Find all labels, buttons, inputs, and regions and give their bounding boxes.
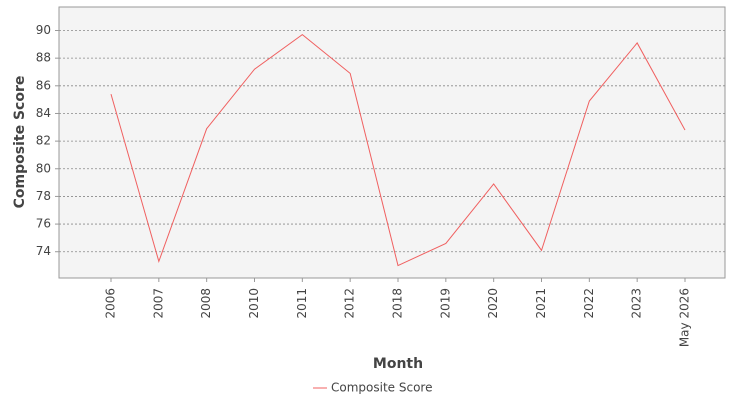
x-tick-label: May 2026: [678, 288, 692, 347]
x-tick-label: 2020: [486, 288, 500, 319]
x-tick-label: 2006: [104, 288, 118, 319]
y-tick-label: 80: [36, 161, 51, 175]
x-tick-label: 2011: [295, 288, 309, 319]
x-tick-label: 2021: [534, 288, 548, 319]
plot-area: [58, 6, 726, 279]
y-tick-label: 90: [36, 23, 51, 37]
y-tick-label: 86: [36, 78, 51, 92]
y-tick-label: 76: [36, 217, 51, 231]
x-axis-title: Month: [373, 356, 423, 372]
x-tick-label: 2010: [247, 288, 261, 319]
legend-label: Composite Score: [331, 381, 432, 395]
x-tick-label: 2012: [343, 288, 357, 319]
x-tick-label: 2022: [582, 288, 596, 319]
x-tick-label: 2008: [199, 288, 213, 319]
y-axis-title: Composite Score: [12, 76, 28, 209]
y-tick-label: 84: [36, 106, 51, 120]
y-tick-label: 74: [36, 244, 51, 258]
x-tick-label: 2023: [630, 288, 644, 319]
x-tick-label: 2007: [151, 288, 165, 319]
y-tick-label: 88: [36, 51, 51, 65]
series-line: [110, 34, 686, 267]
x-tick-label: 2019: [438, 288, 452, 319]
x-tick-label: 2018: [391, 288, 405, 319]
y-tick-label: 82: [36, 134, 51, 148]
y-tick-label: 78: [36, 189, 51, 203]
